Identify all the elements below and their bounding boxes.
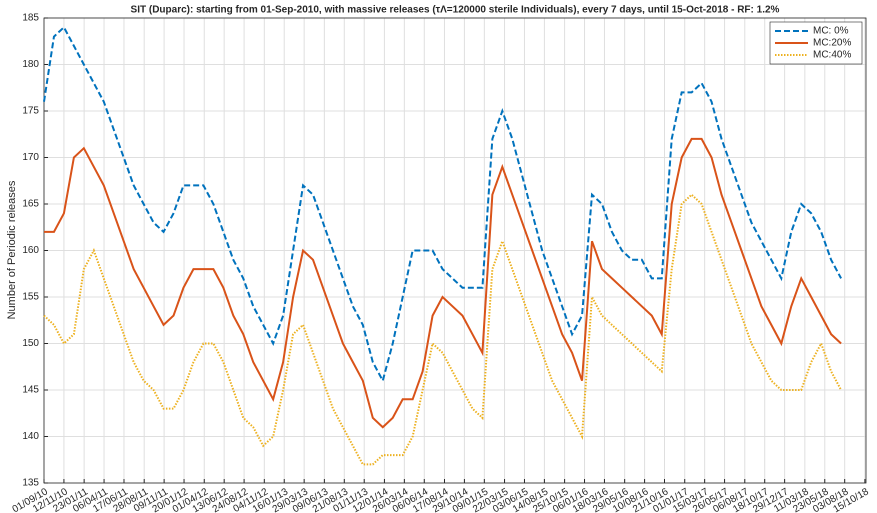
y-tick-label: 160 bbox=[22, 245, 39, 256]
plot-frame bbox=[43, 17, 867, 484]
y-tick-label: 185 bbox=[22, 13, 39, 24]
y-axis-label: Number of Periodic releases bbox=[6, 180, 18, 319]
legend: MC: 0%MC:20%MC:40% bbox=[769, 21, 863, 65]
chart-title: SIT (Duparc): starting from 01-Sep-2010,… bbox=[131, 5, 780, 16]
y-tick-label: 150 bbox=[22, 338, 39, 349]
legend-label: MC:20% bbox=[813, 38, 851, 49]
y-tick-label: 135 bbox=[22, 478, 39, 489]
y-tick-label: 180 bbox=[22, 59, 39, 70]
legend-label: MC: 0% bbox=[813, 26, 849, 37]
series-line bbox=[43, 193, 842, 466]
legend-box bbox=[769, 21, 863, 65]
y-tick-label: 165 bbox=[22, 199, 39, 210]
y-tick-label: 175 bbox=[22, 106, 39, 117]
series-line bbox=[44, 137, 842, 429]
y-tick-label: 170 bbox=[22, 152, 39, 163]
y-tick-label: 145 bbox=[22, 385, 39, 396]
series-line bbox=[43, 25, 842, 384]
y-tick-label: 140 bbox=[22, 431, 39, 442]
y-tick-label: 155 bbox=[22, 292, 39, 303]
legend-label: MC:40% bbox=[813, 50, 851, 61]
